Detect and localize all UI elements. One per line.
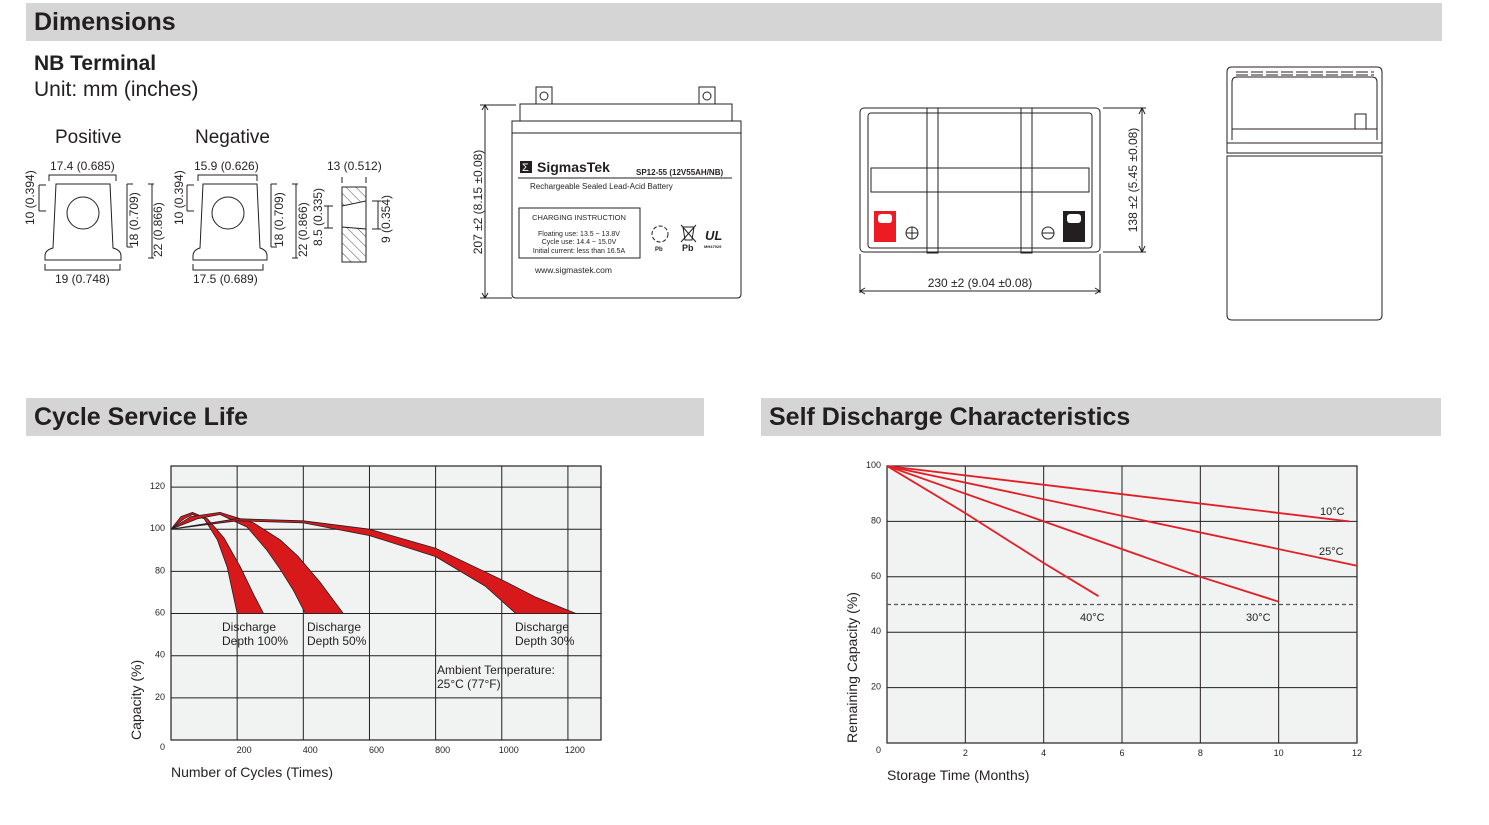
discharge-band-3	[170, 518, 577, 614]
x-tick-label: 1000	[499, 745, 519, 755]
dim-text: 10 (0.394)	[23, 170, 37, 225]
x-tick-label: 600	[369, 745, 384, 755]
y-tick-label: 60	[155, 608, 165, 618]
y-tick-label: 40	[871, 626, 881, 636]
charging-title: CHARGING INSTRUCTION	[532, 213, 626, 222]
y-tick-label: 120	[150, 481, 165, 491]
x-tick-label: 4	[1041, 748, 1046, 758]
recycle-icon	[651, 225, 669, 243]
y-tick-label: 80	[871, 515, 881, 525]
dim-text: 9 (0.354)	[379, 195, 393, 243]
series-label: 40°C	[1080, 612, 1105, 624]
website: www.sigmastek.com	[534, 265, 612, 275]
dimensions-header: Dimensions	[26, 3, 1442, 41]
self-discharge-title: Self Discharge Characteristics	[769, 403, 1131, 431]
series-label: 10°C	[1320, 506, 1345, 518]
battery-side-view	[1226, 66, 1383, 321]
cycle-life-header: Cycle Service Life	[26, 398, 704, 436]
band-label: Discharge	[307, 620, 361, 634]
temperature-annotation: Ambient Temperature:	[437, 663, 555, 677]
dim-text: 22 (0.866)	[151, 202, 165, 257]
x-tick-label: 1200	[565, 745, 585, 755]
x-axis-label: Number of Cycles (Times)	[171, 764, 333, 780]
x-tick-label: 200	[237, 745, 252, 755]
band-label: Depth 100%	[222, 634, 288, 648]
ul-mark-icon: UL	[705, 228, 722, 243]
series-line	[886, 465, 1358, 567]
model-name: SP12-55 (12V55AH/NB)	[636, 168, 723, 177]
crossed-bin-icon	[680, 224, 697, 243]
ul-code: MH47929	[704, 244, 722, 249]
unit-label: Unit: mm (inches)	[34, 78, 199, 101]
dim-text: 230 ±2 (9.04 ±0.08)	[928, 276, 1033, 290]
x-tick-label: 12	[1352, 748, 1362, 758]
y-tick-label: 20	[871, 682, 881, 692]
dim-text: 13 (0.512)	[327, 159, 382, 173]
dim-text: 18 (0.709)	[272, 192, 286, 247]
dimensions-title: Dimensions	[34, 8, 176, 36]
y-axis-label: Remaining Capacity (%)	[844, 592, 860, 743]
x-axis-label: Storage Time (Months)	[887, 767, 1029, 783]
terminal-title: NB Terminal	[34, 52, 157, 75]
x-tick-label: 400	[303, 745, 318, 755]
x-tick-label: 8	[1198, 748, 1203, 758]
battery-top-view: 230 ±2 (9.04 ±0.08) 138 ±2 (5.45 ±0.08)	[859, 106, 1146, 295]
dim-text: 18 (0.709)	[127, 192, 141, 247]
x-tick-label: 2	[963, 748, 968, 758]
y-tick-label: 20	[155, 692, 165, 702]
battery-front-view: Σ SigmasTek SP12-55 (12V55AH/NB) Recharg…	[471, 86, 742, 299]
positive-terminal-drawing: 17.4 (0.685) 10 (0.394) 18 (0.709) 22 (0…	[23, 159, 165, 286]
band-label: Discharge	[222, 620, 276, 634]
self-discharge-header: Self Discharge Characteristics	[761, 398, 1441, 436]
brand-name: SigmasTek	[537, 159, 610, 175]
pb-label: Pb	[682, 243, 694, 253]
y-tick-label: 100	[866, 460, 881, 470]
dim-text: 207 ±2 (8.15 ±0.08)	[471, 150, 485, 255]
dim-text: 138 ±2 (5.45 ±0.08)	[1126, 128, 1140, 233]
negative-terminal-drawing: 15.9 (0.626) 10 (0.394) 18 (0.709) 22 (0…	[172, 159, 310, 286]
positive-label: Positive	[55, 127, 122, 148]
battery-description: Rechargeable Sealed Lead-Acid Battery	[530, 182, 673, 191]
series-label: 30°C	[1246, 612, 1271, 624]
sigma-logo-icon: Σ	[522, 162, 529, 174]
y-tick-label: 0	[160, 742, 165, 752]
dim-text: 19 (0.748)	[55, 272, 110, 286]
charging-line: Initial current: less than 16.5A	[533, 248, 626, 255]
charging-line: Cycle use: 14.4 ~ 15.0V	[542, 239, 617, 246]
band-label: Depth 50%	[307, 634, 367, 648]
y-tick-label: 80	[155, 565, 165, 575]
dim-text: 10 (0.394)	[172, 170, 186, 225]
dim-text: 8.5 (0.335)	[311, 188, 325, 246]
y-tick-label: 40	[155, 650, 165, 660]
y-axis-label: Capacity (%)	[128, 660, 144, 740]
dim-text: 17.5 (0.689)	[193, 272, 258, 286]
cycle-life-title: Cycle Service Life	[34, 403, 249, 431]
negative-label: Negative	[195, 127, 270, 148]
dim-text: 15.9 (0.626)	[194, 159, 259, 173]
series-line	[886, 465, 1279, 603]
y-tick-label: 60	[871, 571, 881, 581]
y-tick-label: 100	[150, 523, 165, 533]
series-line	[886, 465, 1099, 597]
band-label: Discharge	[515, 620, 569, 634]
dim-text: 17.4 (0.685)	[50, 159, 115, 173]
x-tick-label: 6	[1119, 748, 1124, 758]
series-line	[886, 465, 1350, 523]
series-label: 25°C	[1319, 546, 1344, 558]
pb-label: Pb	[655, 247, 663, 253]
charging-line: Floating use: 13.5 ~ 13.8V	[538, 231, 620, 238]
band-label: Depth 30%	[515, 634, 575, 648]
dim-text: 22 (0.866)	[296, 202, 310, 257]
temperature-annotation: 25°C (77°F)	[437, 677, 501, 691]
terminal-profile-drawing: 13 (0.512) 8.5 (0.335) 9 (0.354)	[311, 159, 393, 263]
x-tick-label: 800	[435, 745, 450, 755]
x-tick-label: 10	[1274, 748, 1284, 758]
y-tick-label: 0	[876, 745, 881, 755]
